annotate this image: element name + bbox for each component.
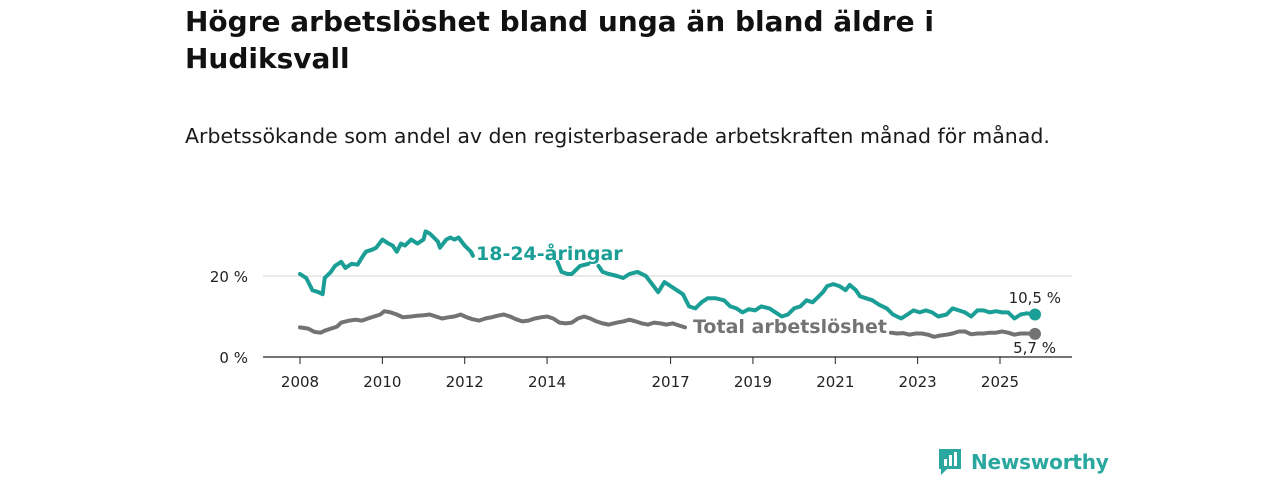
x-tick-label: 2012 bbox=[446, 373, 484, 391]
series-end-dot-youth bbox=[1029, 308, 1041, 321]
x-tick-label: 2021 bbox=[816, 373, 854, 391]
y-tick-label: 20 % bbox=[210, 268, 248, 286]
y-tick-label: 0 % bbox=[219, 349, 248, 367]
chart-subtitle: Arbetssökande som andel av den registerb… bbox=[185, 124, 1050, 148]
chart-title: Högre arbetslöshet bland unga än bland ä… bbox=[185, 5, 934, 75]
end-value-label-youth: 10,5 % bbox=[1009, 289, 1061, 307]
tick-layer: 0 % 20 % 2008 2010 2012 2014 2017 2019 2021 2023 2… bbox=[210, 268, 1019, 391]
series-line-youth-segment-3 bbox=[596, 263, 1037, 321]
x-tick-label: 2019 bbox=[734, 373, 772, 391]
series-line-total-segment-1 bbox=[298, 309, 687, 335]
series-end-dot-total bbox=[1029, 327, 1041, 340]
x-tick-label: 2017 bbox=[651, 373, 689, 391]
series-label-youth: 18-24-åringar bbox=[476, 241, 623, 265]
grid-layer bbox=[263, 275, 1072, 358]
x-tick-label: 2014 bbox=[528, 373, 566, 391]
x-tick-label: 2023 bbox=[899, 373, 937, 391]
series-label-total: Total arbetslöshet bbox=[693, 316, 887, 338]
newsworthy-logo-icon bbox=[939, 449, 961, 475]
x-tick-label: 2025 bbox=[981, 373, 1019, 391]
newsworthy-logo[interactable]: Newsworthy bbox=[937, 447, 1109, 477]
series-line-total-segment-2 bbox=[888, 329, 1037, 339]
end-value-label-total: 5,7 % bbox=[1013, 339, 1056, 357]
series-layer bbox=[298, 229, 1041, 340]
series-line-youth-segment-2 bbox=[555, 259, 591, 276]
series-line-youth-segment-1 bbox=[298, 229, 475, 297]
label-layer: 18-24-åringar Total arbetslöshet 10,5 % 5,7… bbox=[476, 241, 1061, 357]
x-tick-label: 2008 bbox=[281, 373, 319, 391]
newsworthy-logo-text: Newsworthy bbox=[971, 450, 1109, 474]
x-tick-label: 2010 bbox=[363, 373, 401, 391]
